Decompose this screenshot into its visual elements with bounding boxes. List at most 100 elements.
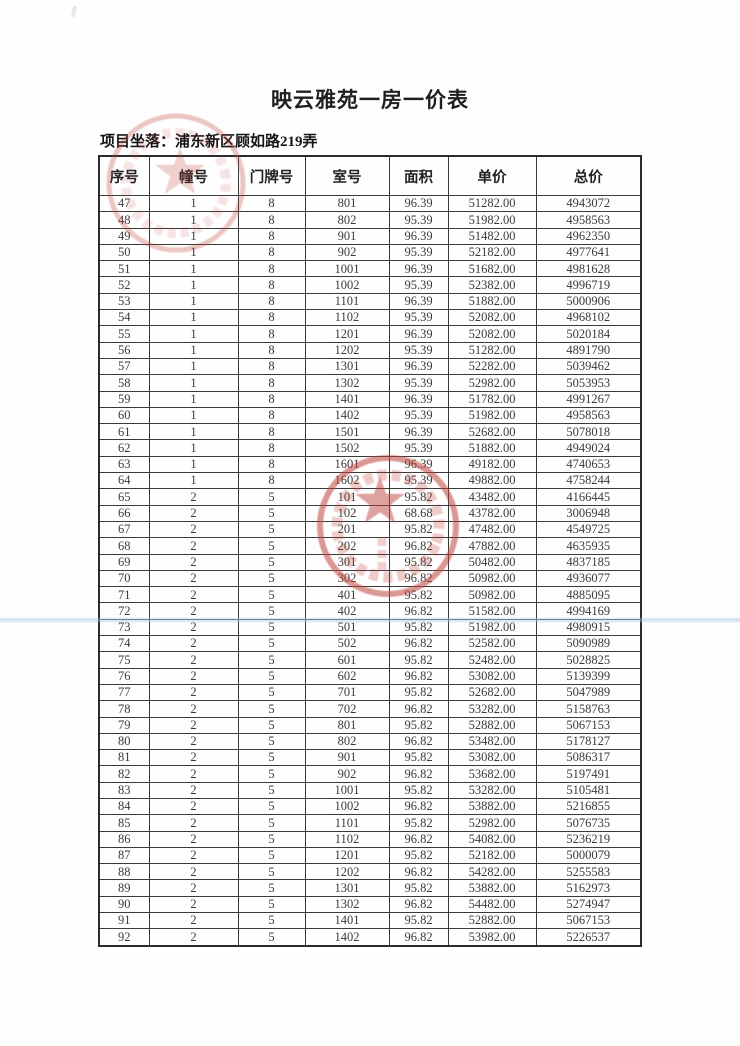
table-cell: 51682.00 [447, 260, 537, 278]
table-cell: 5197491 [535, 765, 642, 783]
table-cell: 51582.00 [447, 602, 537, 620]
table-cell: 1301 [304, 879, 390, 897]
table-cell: 53 [98, 292, 150, 311]
table-cell: 54082.00 [447, 830, 537, 848]
table-cell: 4968102 [535, 309, 642, 327]
table-cell: 5 [237, 765, 306, 783]
table-cell: 47482.00 [447, 520, 537, 539]
table-cell: 86 [98, 830, 150, 848]
table-cell: 1 [148, 211, 239, 229]
table-cell: 95.82 [388, 488, 449, 506]
table-cell: 54282.00 [447, 863, 537, 881]
table-cell: 1 [148, 309, 239, 327]
table-cell: 1201 [304, 846, 390, 865]
table-cell: 2 [148, 700, 239, 718]
table-cell: 96.82 [388, 667, 449, 685]
table-cell: 52182.00 [447, 243, 537, 262]
table-cell: 201 [304, 520, 390, 539]
table-cell: 1402 [304, 928, 390, 947]
table-cell: 67 [98, 520, 150, 539]
table-cell: 4991267 [535, 390, 642, 408]
table-cell: 95.82 [388, 781, 449, 799]
table-cell: 51282.00 [447, 341, 537, 359]
table-row: 59 1 8 1401 96.39 51782.00 4991267 [98, 390, 642, 408]
table-cell: 5 [237, 635, 306, 653]
table-cell: 8 [237, 357, 306, 376]
table-cell: 4758244 [535, 472, 642, 490]
table-cell: 52382.00 [447, 276, 537, 294]
table-cell: 90 [98, 895, 150, 914]
table-cell: 2 [148, 537, 239, 555]
table-cell: 1002 [304, 797, 390, 816]
table-cell: 1302 [304, 895, 390, 914]
table-cell: 1202 [304, 863, 390, 881]
table-row: 49 1 8 901 96.39 51482.00 4962350 [98, 227, 642, 245]
table-cell: 1 [148, 455, 239, 474]
table-row: 89 2 5 1301 95.82 53882.00 5162973 [98, 879, 642, 897]
table-cell: 5 [237, 716, 306, 734]
table-row: 54 1 8 1102 95.39 52082.00 4968102 [98, 309, 642, 327]
table-cell: 1002 [304, 276, 390, 294]
table-cell: 1401 [304, 912, 390, 930]
table-cell: 5 [237, 895, 306, 914]
table-cell: 5067153 [535, 912, 642, 930]
table-cell: 1 [148, 374, 239, 392]
table-cell: 5078018 [535, 423, 642, 441]
table-cell: 61 [98, 423, 150, 441]
table-cell: 4936077 [535, 569, 642, 588]
table-row: 91 2 5 1401 95.82 52882.00 5067153 [98, 912, 642, 930]
table-cell: 51 [98, 260, 150, 278]
table-cell: 2 [148, 912, 239, 930]
table-cell: 52982.00 [447, 814, 537, 832]
table-cell: 51982.00 [447, 406, 537, 425]
table-cell: 4980915 [535, 618, 642, 637]
table-cell: 802 [304, 211, 390, 229]
table-cell: 2 [148, 879, 239, 897]
table-cell: 5 [237, 863, 306, 881]
table-cell: 1 [148, 341, 239, 359]
table-cell: 95.39 [388, 374, 449, 392]
table-cell: 2 [148, 504, 239, 522]
table-cell: 5 [237, 520, 306, 539]
table-row: 74 2 5 502 96.82 52582.00 5090989 [98, 635, 642, 653]
table-cell: 96.39 [388, 292, 449, 311]
table-cell: 5 [237, 618, 306, 637]
table-cell: 53082.00 [447, 749, 537, 767]
table-cell: 1102 [304, 309, 390, 327]
table-cell: 53482.00 [447, 732, 537, 751]
table-cell: 801 [304, 716, 390, 734]
table-cell: 4549725 [535, 520, 642, 539]
table-cell: 5178127 [535, 732, 642, 751]
table-cell: 8 [237, 260, 306, 278]
table-cell: 56 [98, 341, 150, 359]
table-cell: 902 [304, 243, 390, 262]
table-cell: 68 [98, 537, 150, 555]
table-cell: 8 [237, 309, 306, 327]
table-cell: 4958563 [535, 406, 642, 425]
table-cell: 5 [237, 732, 306, 751]
table-row: 88 2 5 1202 96.82 54282.00 5255583 [98, 863, 642, 881]
table-cell: 70 [98, 569, 150, 588]
table-cell: 1501 [304, 423, 390, 441]
table-row: 69 2 5 301 95.82 50482.00 4837185 [98, 553, 642, 571]
table-cell: 5047989 [535, 683, 642, 702]
table-cell: 5 [237, 830, 306, 848]
table-cell: 5 [237, 553, 306, 571]
table-cell: 96.82 [388, 765, 449, 783]
table-cell: 5000906 [535, 292, 642, 311]
table-cell: 95.82 [388, 618, 449, 637]
table-cell: 85 [98, 814, 150, 832]
table-row: 80 2 5 802 96.82 53482.00 5178127 [98, 732, 642, 751]
table-cell: 4891790 [535, 341, 642, 359]
table-cell: 95.82 [388, 520, 449, 539]
table-cell: 50982.00 [447, 586, 537, 604]
table-cell: 4981628 [535, 260, 642, 278]
table-cell: 501 [304, 618, 390, 637]
table-cell: 43782.00 [447, 504, 537, 522]
table-cell: 95.82 [388, 846, 449, 865]
table-cell: 96.82 [388, 830, 449, 848]
table-cell: 95.82 [388, 553, 449, 571]
table-cell: 77 [98, 683, 150, 702]
table-cell: 1101 [304, 292, 390, 311]
